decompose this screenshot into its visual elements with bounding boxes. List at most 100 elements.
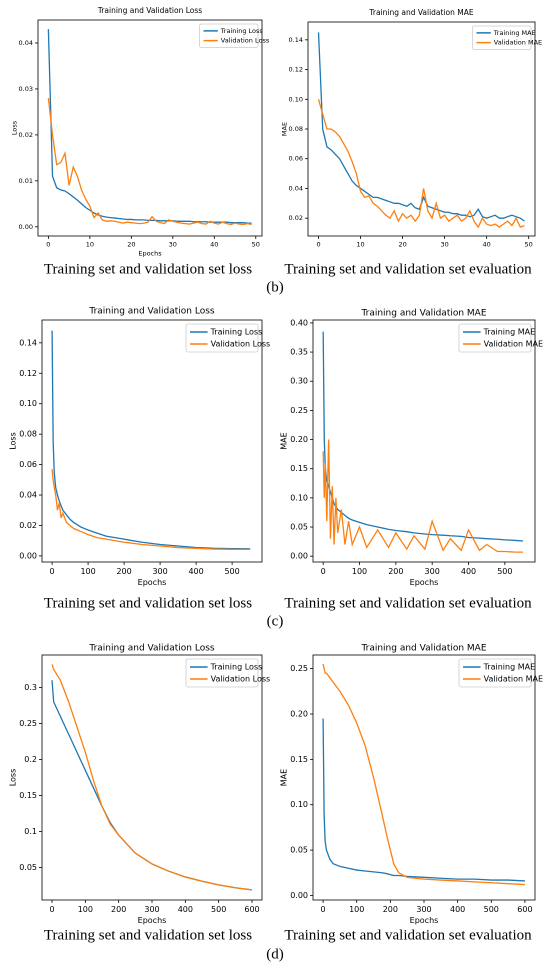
x-tick-label: 0 [321,567,326,576]
legend-label: Validation MAE [494,39,542,47]
y-tick-label: 0.02 [19,521,37,530]
x-tick-label: 500 [484,905,499,914]
y-tick-label: 0.05 [290,523,308,532]
y-tick-label: 0.14 [289,36,303,44]
caption: Training set and validation set loss [44,261,252,277]
y-tick-label: 0.02 [289,214,303,222]
legend-box [458,658,532,688]
y-tick-label: 0.10 [290,800,308,809]
x-tick-label: 400 [450,905,465,914]
y-tick-label: 0.14 [19,338,37,347]
x-tick-label: 20 [398,241,406,249]
y-tick-label: 0.20 [290,435,308,444]
x-tick-label: 100 [352,567,367,576]
x-tick-label: 300 [144,905,159,914]
x-tick-label: 30 [169,241,177,249]
x-tick-label: 200 [388,567,403,576]
x-tick-label: 200 [116,567,131,576]
caption: Training set and validation set loss [44,595,252,611]
y-tick-label: 0.10 [19,399,37,408]
legend-label: Validation MAE [484,675,543,684]
y-axis-label: MAE [280,432,289,449]
legend-label: Training Loss [220,27,264,35]
y-tick-label: 0.08 [19,430,37,439]
y-tick-label: 0.00 [290,891,308,900]
plot-frame [312,654,536,901]
legend-label: Training MAE [493,29,536,37]
x-axis-label: Epochs [410,578,439,587]
y-tick-label: 0.04 [19,39,33,47]
caption: Training set and validation set evaluati… [284,595,532,611]
y-tick-label: 0.20 [290,709,308,718]
panel-label: (d) [266,946,284,962]
x-tick-label: 10 [86,241,94,249]
legend-label: Training Loss [210,663,263,672]
y-tick-label: 0.06 [19,460,37,469]
series-line [51,664,253,891]
x-tick-label: 40 [210,241,218,249]
y-tick-label: 0.10 [289,95,303,103]
series-line [317,99,525,229]
y-tick-label: 0.10 [290,493,308,502]
y-tick-label: 0.12 [289,66,303,74]
series-line [322,663,525,886]
x-tick-label: 0 [46,241,50,249]
x-tick-label: 600 [517,905,532,914]
y-tick-label: 0.40 [290,318,308,327]
x-tick-label: 500 [497,567,512,576]
x-tick-label: 100 [349,905,364,914]
y-tick-label: 0.15 [290,464,308,473]
caption: Training set and validation set evaluati… [284,927,532,943]
chart-title: Training and Validation Loss [88,644,215,654]
y-tick-label: 0.01 [19,177,33,185]
x-axis-label: Epochs [138,916,167,925]
x-tick-label: 50 [252,241,260,249]
chart-title: Training and Validation MAE [368,8,473,17]
y-tick-label: 0.08 [289,125,303,133]
x-axis-label: Epochs [410,916,439,925]
legend-label: Validation Loss [221,37,270,45]
x-tick-label: 400 [188,567,203,576]
x-tick-label: 300 [425,567,440,576]
series-line [47,29,252,224]
y-tick-label: 0.2 [24,755,37,764]
y-tick-label: 0.35 [290,348,308,357]
plot-frame [312,319,536,563]
x-tick-label: 20 [127,241,135,249]
y-tick-label: 0.25 [290,406,308,415]
series-line [51,469,251,551]
y-tick-label: 0.12 [19,369,37,378]
x-tick-label: 0 [321,905,326,914]
y-tick-label: 0.05 [290,846,308,855]
legend-label: Validation MAE [484,340,543,349]
x-tick-label: 100 [80,567,95,576]
y-tick-label: 0.04 [19,491,37,500]
caption: Training set and validation set loss [44,927,252,943]
plot-frame [41,319,263,563]
chart-title: Training and Validation MAE [360,309,486,319]
panel-label: (c) [267,613,284,629]
x-tick-label: 500 [224,567,239,576]
x-tick-label: 200 [111,905,126,914]
series-line [322,331,524,542]
x-tick-label: 0 [316,241,320,249]
y-tick-label: 0.25 [19,719,37,728]
legend-box [185,323,259,353]
series-line [47,98,252,226]
series-line [317,32,525,222]
series-line [322,718,525,882]
legend-box [185,658,259,688]
y-tick-label: 0.3 [24,683,37,692]
caption: Training set and validation set evaluati… [284,261,532,277]
x-tick-label: 200 [383,905,398,914]
legend-box [458,323,532,353]
legend-label: Validation Loss [211,675,271,684]
x-tick-label: 500 [211,905,226,914]
chart-title: Training and Validation Loss [88,307,215,317]
y-tick-label: 0.02 [19,131,33,139]
x-tick-label: 40 [483,241,491,249]
y-tick-label: 0.1 [24,827,37,836]
series-line [322,439,524,553]
x-tick-label: 0 [50,567,55,576]
